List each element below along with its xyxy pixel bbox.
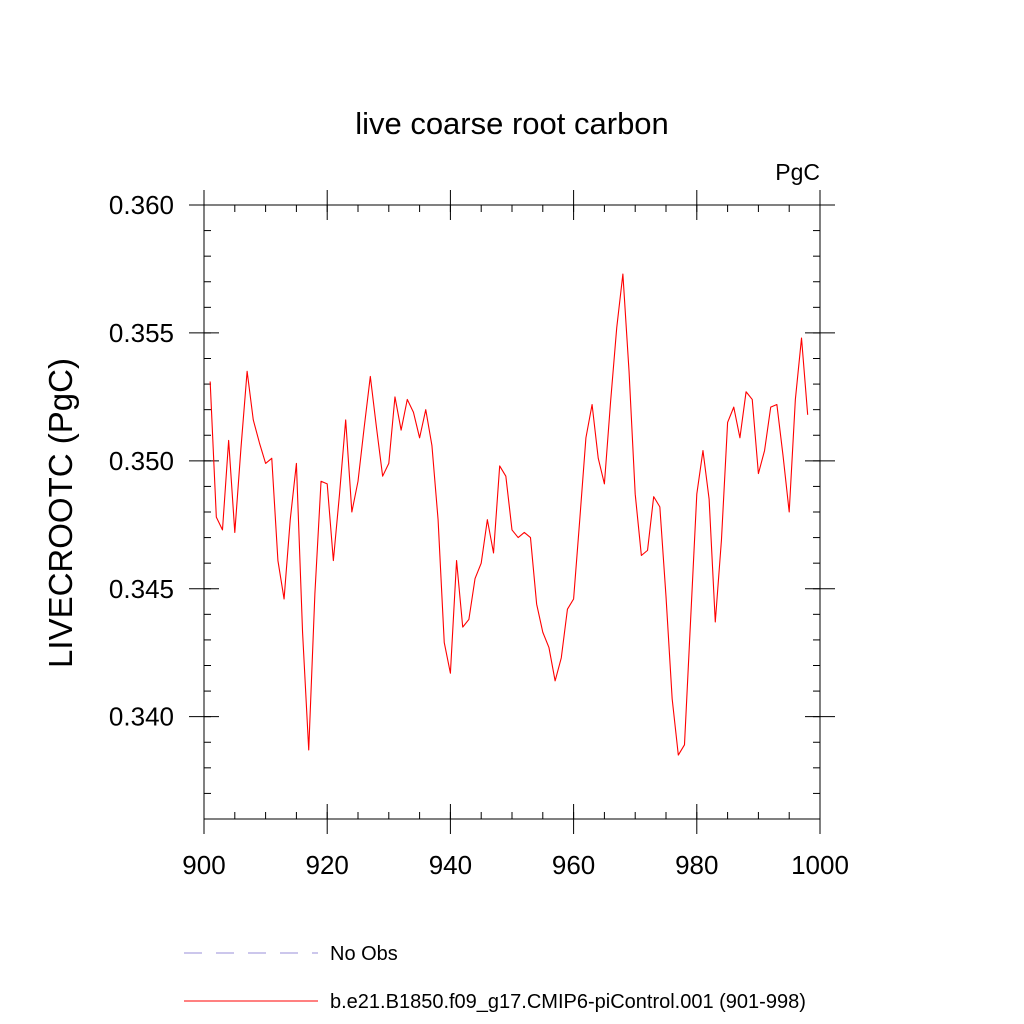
y-tick-label: 0.345 (109, 574, 174, 604)
chart-title: live coarse root carbon (355, 106, 669, 141)
x-tick-label: 980 (675, 850, 718, 880)
legend-label-no-obs: No Obs (330, 943, 398, 965)
axis-ticks (189, 190, 835, 834)
x-tick-label: 900 (182, 850, 225, 880)
axis-tick-labels: 900 920 940 960 980 1000 0.340 0.345 0.350 0.355 0… (109, 190, 849, 880)
y-tick-label: 0.340 (109, 702, 174, 732)
x-tick-label: 940 (429, 850, 472, 880)
series-line-1 (209, 273, 809, 756)
y-tick-label: 0.360 (109, 190, 174, 220)
legend-label-picontrol: b.e21.B1850.f09_g17.CMIP6-piControl.001 … (330, 991, 806, 1013)
x-tick-label: 920 (306, 850, 349, 880)
y-axis-label: LIVECROOTC (PgC) (42, 358, 79, 668)
series-lines (209, 273, 809, 756)
x-tick-label: 1000 (791, 850, 849, 880)
x-tick-label: 960 (552, 850, 595, 880)
plot-frame (203, 204, 821, 820)
legend: No Obs b.e21.B1850.f09_g17.CMIP6-piContr… (184, 943, 806, 1013)
y-tick-label: 0.350 (109, 446, 174, 476)
y-tick-label: 0.355 (109, 318, 174, 348)
units-label: PgC (775, 159, 820, 185)
